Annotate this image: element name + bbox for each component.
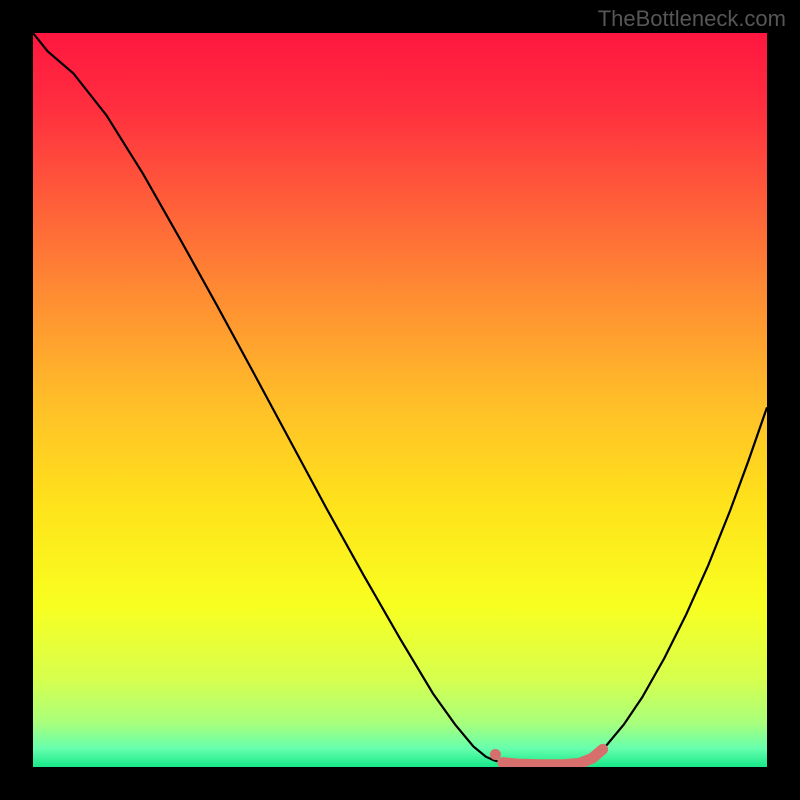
watermark-text: TheBottleneck.com (598, 6, 786, 32)
chart-container: TheBottleneck.com (0, 0, 800, 800)
highlight-segment (503, 749, 603, 764)
highlight-dot (490, 749, 501, 760)
curve-overlay-svg (33, 33, 767, 767)
bottleneck-curve (33, 33, 767, 765)
plot-area (33, 33, 767, 767)
